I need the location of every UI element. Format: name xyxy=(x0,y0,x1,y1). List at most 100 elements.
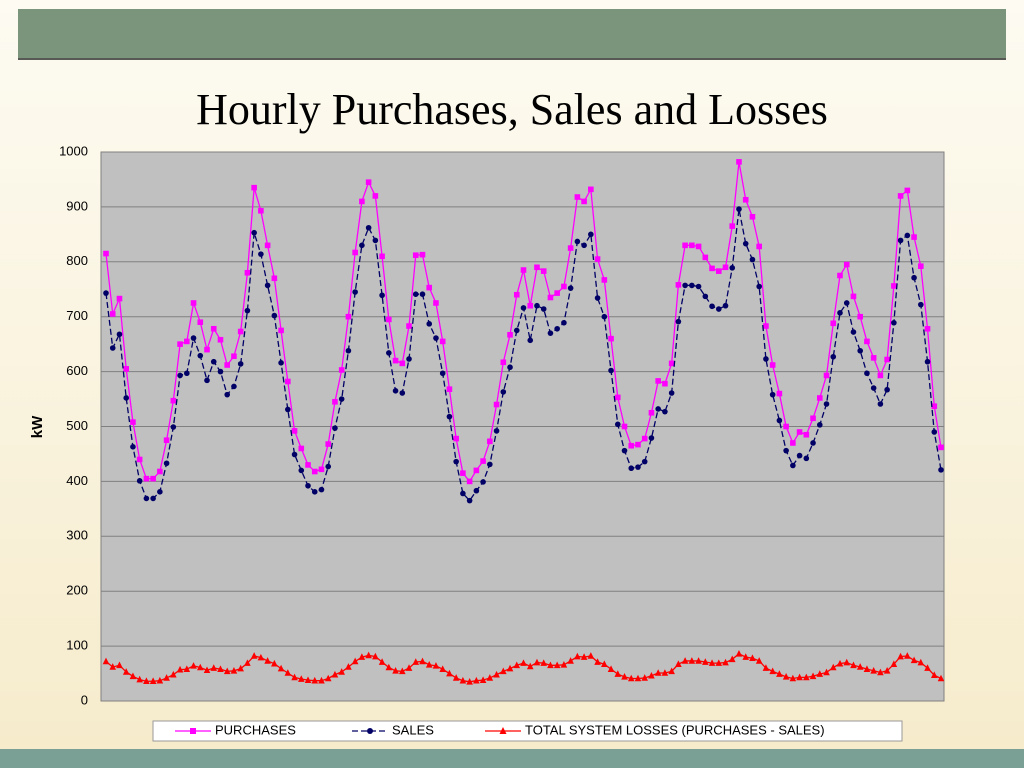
data-point xyxy=(149,677,157,685)
data-point xyxy=(487,461,493,468)
data-point xyxy=(789,674,797,682)
legend-marker xyxy=(190,728,196,734)
data-point xyxy=(386,350,392,356)
data-point xyxy=(722,658,729,666)
data-point xyxy=(332,425,338,431)
data-point xyxy=(325,463,332,470)
data-point xyxy=(911,234,917,240)
data-point xyxy=(890,660,898,668)
data-point xyxy=(588,231,594,238)
data-point xyxy=(749,654,756,661)
data-point xyxy=(790,462,796,469)
data-point xyxy=(479,676,487,683)
data-point xyxy=(917,263,924,269)
data-point xyxy=(109,663,117,670)
data-point xyxy=(904,187,911,194)
data-point xyxy=(102,657,110,665)
data-point xyxy=(116,295,123,302)
data-point xyxy=(325,441,332,447)
data-point xyxy=(924,325,931,332)
data-point xyxy=(547,330,554,336)
data-point xyxy=(897,193,904,199)
data-point xyxy=(332,398,338,405)
data-point xyxy=(904,652,911,659)
data-point xyxy=(857,347,863,354)
data-point xyxy=(803,673,810,681)
data-point xyxy=(769,391,776,398)
data-point xyxy=(499,667,507,675)
data-point xyxy=(460,470,466,476)
data-point xyxy=(271,275,278,282)
data-point xyxy=(540,306,547,312)
data-point xyxy=(204,346,210,353)
data-point xyxy=(526,662,534,670)
data-point xyxy=(755,657,763,664)
data-point xyxy=(769,362,776,368)
data-point xyxy=(614,421,621,428)
data-point xyxy=(783,447,789,454)
data-point xyxy=(157,489,163,495)
data-point xyxy=(136,456,143,463)
data-point xyxy=(372,193,379,199)
data-point xyxy=(864,338,870,345)
data-point xyxy=(379,253,385,260)
data-point xyxy=(230,667,238,674)
data-point xyxy=(257,653,265,661)
data-point xyxy=(803,431,810,438)
y-tick-label: 900 xyxy=(66,198,88,213)
data-point xyxy=(581,242,587,249)
data-point xyxy=(433,300,439,306)
data-point xyxy=(379,292,385,299)
data-point xyxy=(258,251,264,257)
data-point xyxy=(405,664,413,671)
data-point xyxy=(480,458,486,464)
data-point xyxy=(735,649,743,657)
data-point xyxy=(392,388,399,394)
data-point xyxy=(594,256,601,262)
data-point xyxy=(244,269,251,276)
data-point xyxy=(426,284,433,291)
data-point xyxy=(728,655,736,663)
data-point xyxy=(318,486,325,493)
data-point xyxy=(223,667,231,675)
data-point xyxy=(513,327,520,334)
data-point xyxy=(850,293,857,300)
data-point xyxy=(910,656,918,664)
y-tick-label: 200 xyxy=(66,583,88,598)
header-bar xyxy=(18,9,1006,58)
data-point xyxy=(365,651,372,659)
data-point xyxy=(675,282,682,288)
data-point xyxy=(594,295,601,301)
data-point xyxy=(507,332,513,338)
data-point xyxy=(790,440,796,446)
data-point xyxy=(486,674,494,681)
data-point xyxy=(621,673,628,680)
data-point xyxy=(877,401,884,407)
data-point xyxy=(634,674,642,682)
data-point xyxy=(628,465,635,472)
data-point xyxy=(446,413,453,420)
data-point xyxy=(412,252,419,259)
data-point xyxy=(850,329,857,335)
data-point xyxy=(702,658,709,665)
data-point xyxy=(540,659,548,666)
data-point xyxy=(338,668,345,675)
data-point xyxy=(554,290,560,296)
data-point xyxy=(715,306,722,312)
data-point xyxy=(244,659,251,666)
data-point xyxy=(304,676,312,683)
data-point xyxy=(816,422,823,428)
data-point xyxy=(574,652,581,660)
data-point xyxy=(419,291,426,297)
data-point xyxy=(561,283,567,290)
data-point xyxy=(372,652,379,660)
data-point xyxy=(830,320,837,327)
data-point xyxy=(715,659,723,666)
data-point xyxy=(810,440,816,446)
data-point xyxy=(406,323,412,329)
data-point xyxy=(608,367,614,374)
data-point xyxy=(641,458,648,465)
data-point xyxy=(702,254,709,261)
data-point xyxy=(196,663,204,671)
